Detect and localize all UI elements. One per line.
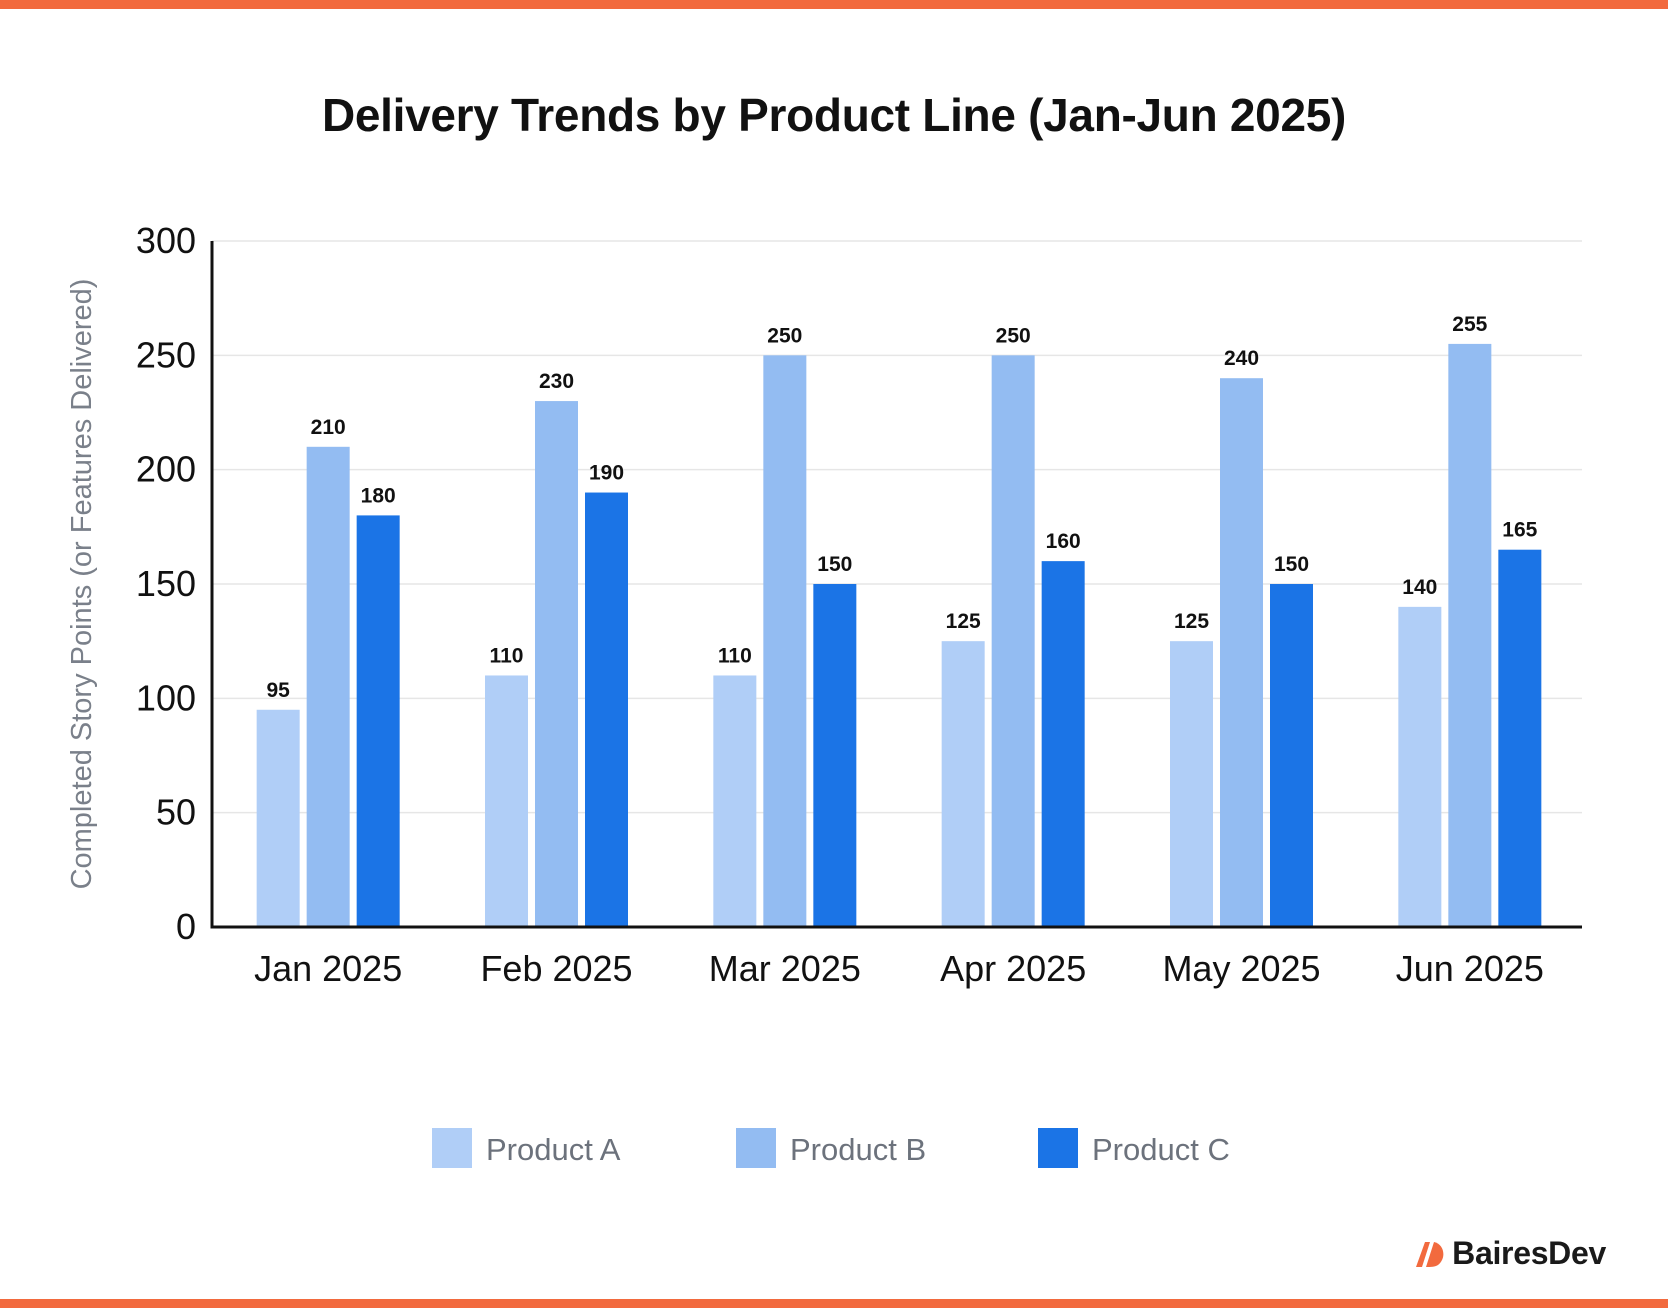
chart-title: Delivery Trends by Product Line (Jan-Jun… [321, 89, 1347, 141]
bairesdev-logo-icon [1416, 1241, 1444, 1267]
bar-product-a [713, 675, 757, 927]
y-axis-title: Completed Story Points (or Features Deli… [66, 279, 98, 890]
bar-product-a [1398, 606, 1442, 927]
data-label: 190 [589, 462, 624, 485]
bottom-accent-bar [0, 1299, 1668, 1308]
bar-product-a [485, 675, 528, 927]
bar-product-b [991, 355, 1035, 927]
bar-product-a [1170, 641, 1213, 927]
bar-product-a [256, 709, 300, 927]
bar-product-b [1220, 378, 1263, 927]
y-tick-label: 250 [136, 334, 196, 375]
legend-label: Product B [790, 1132, 926, 1167]
data-label: 125 [1174, 610, 1209, 633]
x-tick-label: May 2025 [1162, 948, 1320, 989]
bar-product-b [535, 401, 578, 928]
data-label: 250 [767, 324, 802, 347]
bar-product-c [585, 492, 628, 927]
data-label: 150 [817, 553, 852, 576]
top-accent-bar [0, 0, 1668, 9]
bar-product-b [1448, 343, 1492, 927]
data-label: 210 [311, 416, 346, 439]
data-label: 150 [1274, 553, 1309, 576]
y-tick-label: 200 [136, 449, 196, 490]
bar-product-c [1041, 561, 1085, 927]
brand-logo: BairesDev [1414, 1235, 1606, 1272]
data-label: 95 [266, 679, 290, 702]
data-label: 240 [1224, 347, 1259, 370]
x-tick-label: Apr 2025 [940, 948, 1086, 989]
legend-swatch [1038, 1128, 1078, 1168]
data-label: 165 [1502, 519, 1537, 542]
data-label: 250 [996, 324, 1031, 347]
bar-product-a [941, 641, 985, 927]
legend-swatch [736, 1128, 776, 1168]
legend-label: Product A [486, 1132, 621, 1167]
x-tick-label: Mar 2025 [709, 948, 861, 989]
data-label: 140 [1402, 576, 1437, 599]
bar-product-b [763, 355, 807, 927]
data-label: 160 [1046, 530, 1081, 553]
x-tick-label: Feb 2025 [480, 948, 632, 989]
bar-product-c [813, 584, 857, 927]
data-label: 180 [361, 484, 396, 507]
data-label: 230 [539, 370, 574, 393]
bar-product-b [306, 446, 350, 927]
y-tick-label: 300 [136, 220, 196, 261]
legend-swatch [432, 1128, 472, 1168]
brand-name: BairesDev [1452, 1235, 1606, 1271]
y-tick-label: 0 [176, 906, 196, 947]
x-tick-label: Jun 2025 [1396, 948, 1544, 989]
legend-label: Product C [1092, 1132, 1230, 1167]
data-label: 110 [718, 644, 752, 667]
y-tick-label: 50 [156, 792, 196, 833]
data-label: 255 [1452, 313, 1487, 336]
bar-product-c [356, 515, 400, 927]
y-tick-label: 150 [136, 563, 196, 604]
data-label: 110 [490, 644, 524, 667]
data-label: 125 [946, 610, 981, 633]
y-tick-label: 100 [136, 677, 196, 718]
bar-product-c [1498, 549, 1542, 927]
x-tick-label: Jan 2025 [254, 948, 402, 989]
bar-product-c [1270, 584, 1313, 927]
